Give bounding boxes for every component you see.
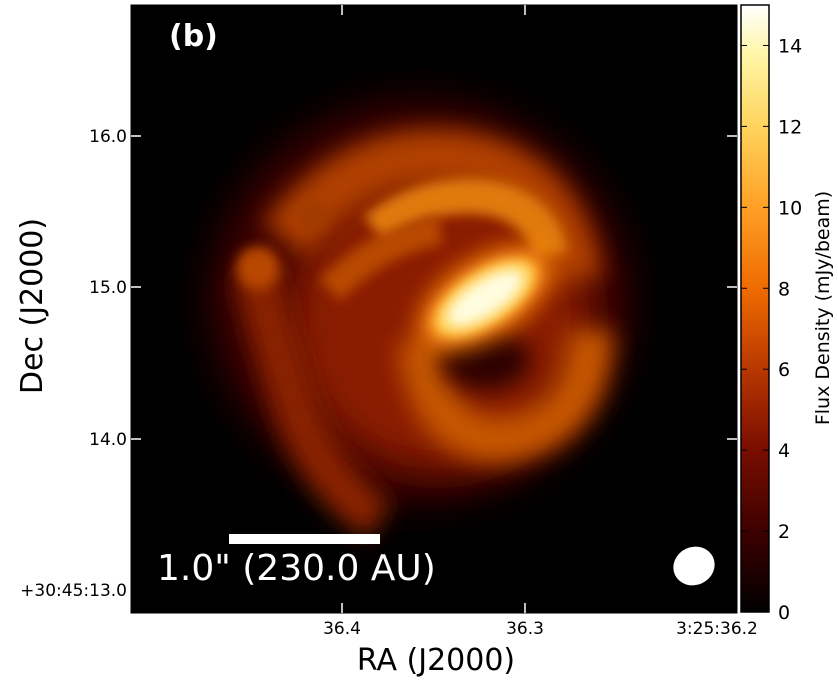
y-tick-label: 15.0 (89, 278, 127, 298)
y-tick-label: +30:45:13.0 (20, 581, 127, 601)
colorbar: 0 2 4 6 8 10 12 14 Flux Density (mJy/beam) (740, 4, 834, 624)
colorbar-tick-label: 10 (778, 197, 802, 219)
panel-label: (b) (169, 19, 218, 54)
eastern-arm (233, 264, 393, 540)
colorbar-tick-label: 0 (778, 602, 790, 624)
colorbar-tick-label: 14 (778, 35, 802, 57)
x-axis-title: RA (J2000) (357, 643, 515, 678)
y-tick-label: 14.0 (89, 430, 127, 450)
southern-ring (397, 329, 613, 463)
image-frame (130, 4, 738, 614)
inner-arc (363, 178, 568, 259)
colorbar-tick-label: 12 (778, 116, 802, 138)
colorbar-gradient (741, 5, 769, 612)
colorbar-frame (740, 4, 770, 613)
y-tick-labels: +30:45:13.0 14.0 15.0 16.0 (20, 127, 127, 601)
y-tick-label: 16.0 (89, 127, 127, 147)
knot-2 (296, 199, 328, 231)
y-tick-marks (131, 135, 737, 440)
scale-bar-label: 1.0" (230.0 AU) (157, 548, 436, 589)
inner-ridge (319, 215, 443, 301)
x-tick-label: 36.3 (506, 619, 544, 639)
x-tick-label: 36.4 (323, 619, 361, 639)
colorbar-tick-label: 2 (778, 521, 790, 543)
peak-core (446, 270, 524, 326)
beam-ellipse (673, 546, 715, 586)
scale-bar (229, 534, 380, 544)
colorbar-ticks: 0 2 4 6 8 10 12 14 (741, 35, 802, 624)
x-tick-marks (341, 5, 526, 613)
x-tick-label: 3:25:36.2 (676, 619, 758, 639)
x-tick-labels: 36.4 36.3 3:25:36.2 (323, 619, 758, 639)
knot-1 (236, 246, 280, 290)
image-panel: (b) 1.0" (230.0 AU) (130, 4, 738, 614)
colorbar-tick-label: 6 (778, 359, 790, 381)
colorbar-title: Flux Density (mJy/beam) (812, 191, 834, 425)
colorbar-tick-label: 4 (778, 440, 790, 462)
y-axis-title: Dec (J2000) (15, 218, 50, 394)
emission-map (210, 100, 630, 540)
colorbar-tick-label: 8 (778, 278, 790, 300)
